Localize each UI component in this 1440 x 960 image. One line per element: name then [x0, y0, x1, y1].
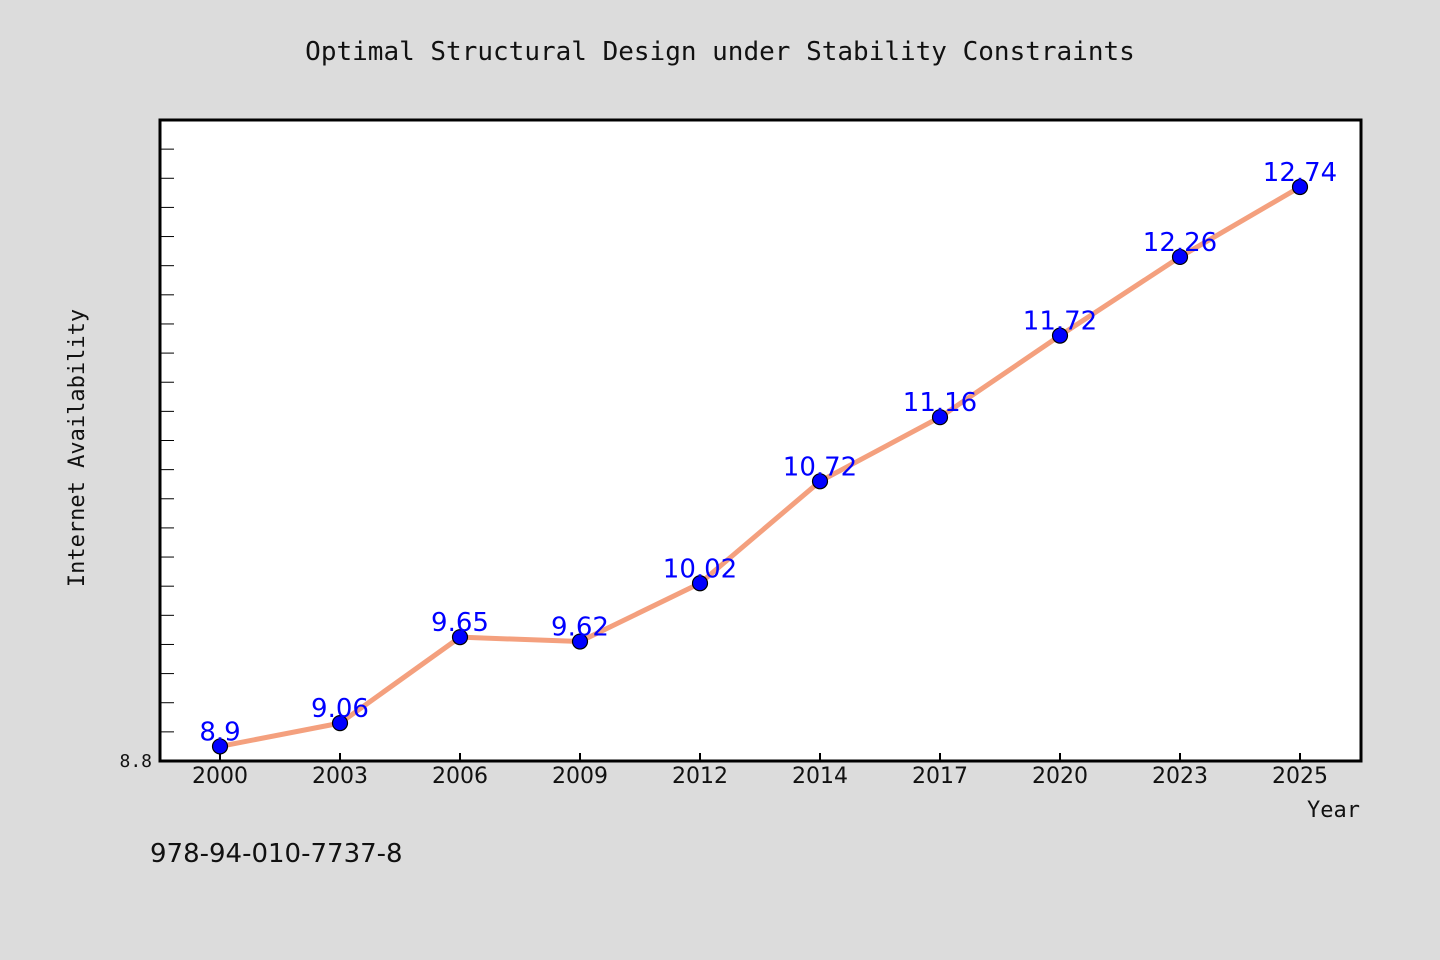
- y-axis-minor-ticks: [160, 148, 174, 733]
- data-label: 9.65: [431, 608, 489, 638]
- chart-title: Optimal Structural Design under Stabilit…: [305, 37, 1135, 67]
- data-point-marker: [931, 409, 949, 426]
- data-label: 12.74: [1263, 158, 1337, 188]
- y-axis-label: Internet Availability: [65, 309, 90, 587]
- x-tick-label: 2012: [672, 764, 728, 789]
- plot-area: [158, 118, 1363, 763]
- x-axis-tick-labels: 2000 2003 2006 2009 2012 2014 2017 2020 2023 2025: [192, 764, 1328, 789]
- data-label: 9.62: [551, 613, 609, 643]
- data-point-marker: [691, 575, 709, 592]
- data-label: 12.26: [1143, 228, 1217, 258]
- x-tick-label: 2023: [1152, 764, 1208, 789]
- y-tick-label: 8.8: [119, 751, 152, 772]
- y-axis-tick-labels: 8.8: [119, 751, 152, 772]
- x-tick-label: 2009: [552, 764, 608, 789]
- x-tick-label: 2020: [1032, 764, 1088, 789]
- x-tick-label: 2003: [312, 764, 368, 789]
- data-label: 11.72: [1023, 307, 1097, 337]
- data-label: 9.06: [311, 694, 369, 724]
- series-layer: [211, 178, 1309, 755]
- x-tick-label: 2014: [792, 764, 848, 789]
- data-label-layer: 8.9 9.06 9.65 9.62 10.02 10.72 11.16 11.72 12.26…: [199, 158, 1337, 747]
- data-point-marker: [1291, 178, 1309, 196]
- data-label: 8.9: [199, 717, 240, 747]
- x-tick-label: 2025: [1272, 764, 1328, 789]
- data-point-marker: [571, 633, 589, 650]
- data-point-marker: [811, 473, 829, 490]
- data-point-marker: [1051, 327, 1069, 344]
- data-label: 11.16: [903, 388, 977, 418]
- data-point-marker: [1171, 248, 1189, 266]
- x-tick-label: 2000: [192, 764, 248, 789]
- data-label: 10.02: [663, 554, 737, 584]
- data-point-marker: [211, 738, 229, 755]
- x-tick-label: 2017: [912, 764, 968, 789]
- data-point-marker: [331, 715, 349, 732]
- x-axis-ticks: [219, 753, 1301, 761]
- data-point-marker: [451, 629, 469, 646]
- footer-isbn: 978-94-010-7737-8: [150, 839, 403, 869]
- series-line: [217, 184, 1303, 749]
- data-label: 10.72: [783, 452, 857, 482]
- x-axis-label: Year: [1307, 798, 1360, 823]
- x-tick-label: 2006: [432, 764, 488, 789]
